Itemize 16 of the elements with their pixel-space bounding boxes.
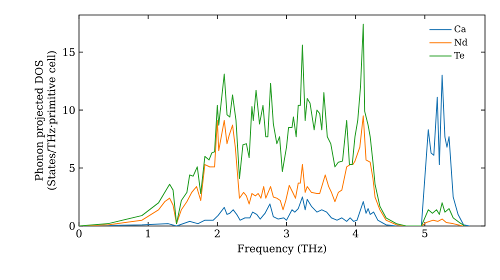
legend-label: Nd — [454, 38, 468, 46]
y-tick-label: 15 — [63, 48, 75, 56]
x-tick-label: 5 — [422, 230, 428, 238]
legend-label: Te — [454, 52, 464, 59]
x-tick-label: 2 — [214, 230, 220, 238]
x-tick-label: 4 — [352, 230, 358, 238]
x-tick-label: 3 — [284, 230, 290, 238]
y-tick-label: 5 — [70, 164, 75, 172]
legend-label: Ca — [454, 26, 466, 32]
y-tick-label: 10 — [63, 106, 75, 114]
line-series — [79, 24, 466, 226]
y-tick-label: 0 — [70, 222, 75, 230]
y-axis-title: Phonon projected DOS (States/THz·primitive cell) — [34, 51, 58, 190]
x-tick-label: 1 — [146, 230, 150, 238]
x-axis-title: Frequency (THz) — [238, 244, 326, 255]
x-tick-label: 0 — [76, 230, 82, 238]
